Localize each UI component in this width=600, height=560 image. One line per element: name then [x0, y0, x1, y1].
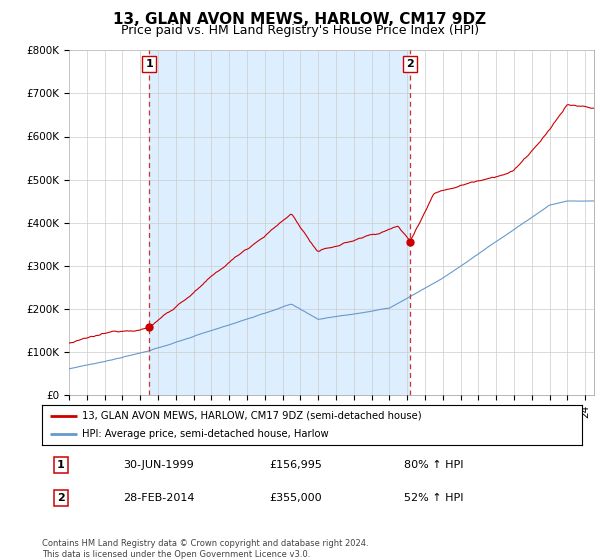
- Text: £156,995: £156,995: [269, 460, 322, 470]
- Text: Price paid vs. HM Land Registry's House Price Index (HPI): Price paid vs. HM Land Registry's House …: [121, 24, 479, 36]
- Text: HPI: Average price, semi-detached house, Harlow: HPI: Average price, semi-detached house,…: [83, 430, 329, 439]
- Text: 1: 1: [145, 59, 153, 69]
- Text: 30-JUN-1999: 30-JUN-1999: [123, 460, 194, 470]
- Bar: [149, 50, 410, 395]
- Text: £355,000: £355,000: [269, 493, 322, 503]
- Text: 1: 1: [57, 460, 65, 470]
- Text: 2: 2: [406, 59, 414, 69]
- Text: 80% ↑ HPI: 80% ↑ HPI: [404, 460, 463, 470]
- Text: 2: 2: [57, 493, 65, 503]
- Text: 28-FEB-2014: 28-FEB-2014: [123, 493, 194, 503]
- Text: Contains HM Land Registry data © Crown copyright and database right 2024.
This d: Contains HM Land Registry data © Crown c…: [42, 539, 368, 559]
- Text: 52% ↑ HPI: 52% ↑ HPI: [404, 493, 463, 503]
- Text: 13, GLAN AVON MEWS, HARLOW, CM17 9DZ: 13, GLAN AVON MEWS, HARLOW, CM17 9DZ: [113, 12, 487, 27]
- Text: 13, GLAN AVON MEWS, HARLOW, CM17 9DZ (semi-detached house): 13, GLAN AVON MEWS, HARLOW, CM17 9DZ (se…: [83, 411, 422, 421]
